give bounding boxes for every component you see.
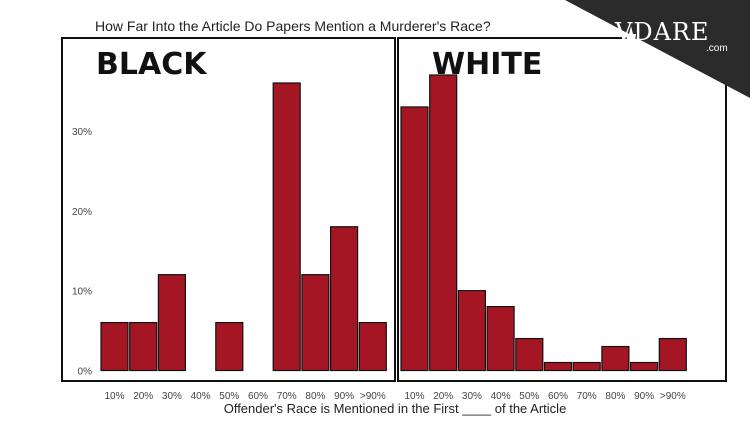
x-tick-label-white-1: 20%	[433, 391, 453, 402]
bar-black-0	[100, 321, 129, 372]
x-tick-label-white-2: 30%	[462, 391, 482, 402]
brand-logo-domain: .com	[706, 43, 728, 54]
panel-black-title: BLACK	[96, 47, 208, 82]
x-tick-label-black-4: 50%	[219, 391, 239, 402]
x-tick-label-white-6: 70%	[577, 391, 597, 402]
y-tick-label-2: 20%	[72, 207, 92, 218]
bar-white-6	[572, 361, 601, 372]
y-tick-label-0: 0%	[78, 367, 93, 378]
x-tick-label-white-5: 60%	[548, 391, 568, 402]
bar-white-0	[400, 106, 429, 372]
x-tick-label-white-8: 90%	[634, 391, 654, 402]
y-tick-label-1: 10%	[72, 287, 92, 298]
x-tick-label-black-0: 10%	[104, 391, 124, 402]
bar-black-9	[358, 321, 387, 372]
bar-white-5	[543, 361, 573, 372]
bar-black-2	[157, 274, 186, 372]
y-tick-label-3: 30%	[72, 127, 92, 138]
bar-black-6	[272, 82, 301, 372]
bar-black-8	[330, 226, 359, 372]
x-tick-label-white-4: 50%	[519, 391, 539, 402]
x-tick-label-white-9: >90%	[660, 391, 686, 402]
x-tick-label-black-1: 20%	[133, 391, 153, 402]
panel-black-frame	[61, 37, 396, 382]
x-axis-label: Offender's Race is Mentioned in the Firs…	[224, 401, 567, 416]
bar-white-2	[457, 290, 486, 372]
x-tick-label-black-5: 60%	[248, 391, 268, 402]
x-tick-label-black-7: 80%	[305, 391, 325, 402]
bar-black-4	[215, 321, 244, 372]
chart-title: How Far Into the Article Do Papers Menti…	[95, 18, 491, 34]
bar-black-1	[129, 321, 158, 372]
x-tick-label-black-6: 70%	[277, 391, 297, 402]
statue-of-liberty-icon	[626, 26, 636, 48]
bar-white-1	[429, 74, 458, 372]
panel-white-frame	[397, 37, 727, 382]
bar-white-7	[601, 345, 630, 372]
x-tick-label-black-2: 30%	[162, 391, 182, 402]
bar-white-4	[515, 337, 544, 372]
x-tick-label-black-8: 90%	[334, 391, 354, 402]
x-tick-label-white-3: 40%	[491, 391, 511, 402]
x-tick-label-white-0: 10%	[404, 391, 424, 402]
bar-white-3	[486, 306, 515, 372]
x-tick-label-white-7: 80%	[605, 391, 625, 402]
bar-white-8	[629, 361, 659, 372]
brand-banner-shape	[565, 0, 750, 98]
bar-white-9	[658, 337, 687, 372]
bar-black-7	[301, 274, 330, 372]
x-tick-label-black-9: >90%	[360, 391, 386, 402]
x-tick-label-black-3: 40%	[191, 391, 211, 402]
brand-banner[interactable]: VDARE .com	[565, 0, 750, 98]
